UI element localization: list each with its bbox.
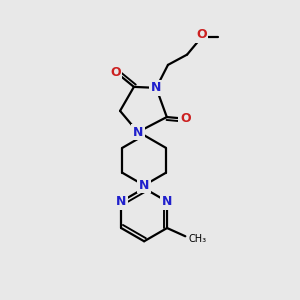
Text: N: N: [139, 179, 149, 192]
Text: N: N: [162, 195, 172, 208]
Text: CH₃: CH₃: [189, 234, 207, 244]
Text: N: N: [151, 81, 161, 94]
Text: O: O: [110, 66, 121, 79]
Text: N: N: [133, 126, 143, 139]
Text: O: O: [196, 28, 206, 41]
Text: N: N: [116, 195, 126, 208]
Text: O: O: [180, 112, 191, 125]
